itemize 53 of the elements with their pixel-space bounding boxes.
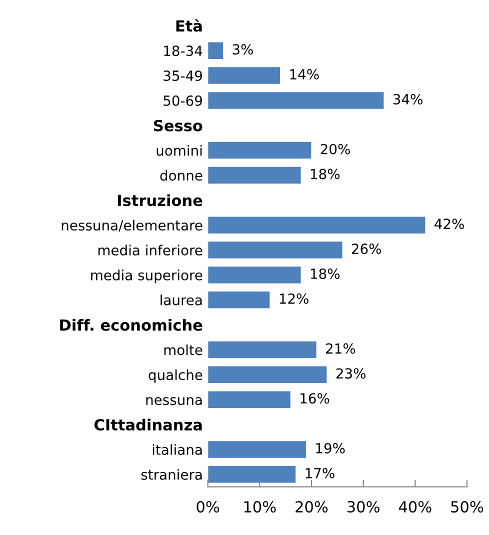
y-tick-label: Sesso [154,120,202,132]
data-label: 19% [316,442,345,454]
bar [208,465,296,484]
y-tick-label: CIttadinanza [94,418,202,431]
y-tick-label: uomini [156,145,202,156]
data-label: 17% [306,468,334,478]
data-label: 3% [232,44,253,55]
data-label: 16% [300,393,330,404]
bar [208,166,302,184]
x-tick-label: 20% [296,501,328,513]
data-label: 18% [310,168,340,180]
x-tick-label: 30% [348,501,380,513]
y-tick-label: 35-49 [164,70,202,81]
x-tick-label: 10% [244,501,276,513]
x-tick-label: 50% [451,501,484,513]
data-label: 21% [326,343,356,354]
y-tick-label: molte [164,344,202,356]
y-tick-label: straniera [141,469,202,480]
y-tick-label: Diff. economiche [60,319,202,331]
data-label: 34% [393,94,422,104]
bar [208,240,343,260]
y-tick-label: nessuna [146,397,202,406]
data-label: 14% [290,69,319,80]
y-tick-label: italiana [152,444,202,455]
bar [208,141,312,160]
bar [208,66,281,85]
x-tick-label: 40% [398,501,432,513]
y-tick-label: qualche [148,369,202,383]
data-label: 42% [434,218,464,230]
y-tick-label: 18-34 [164,46,202,56]
y-tick-label: media inferiore [98,244,202,256]
y-tick-label: donne [160,170,202,181]
y-tick-label: Età [176,19,202,32]
bar [208,42,224,60]
data-label: 23% [336,368,366,379]
data-label: 20% [320,144,350,154]
bar [208,390,292,409]
bar [208,366,328,384]
bar [208,266,302,284]
bar [208,290,270,309]
bar [208,340,318,359]
y-tick-label: Istruzione [118,194,202,206]
bar [208,216,426,234]
y-tick-label: laurea [160,294,202,306]
y-tick-label: media superiore [91,270,202,284]
bar [208,91,384,110]
y-tick-label: nessuna/elementare [62,220,202,232]
x-tick-label: 0% [196,501,220,513]
bar [208,440,307,459]
y-tick-label: 50-69 [164,95,202,106]
data-label: 12% [280,293,308,304]
data-label: 26% [352,244,382,254]
data-label: 18% [310,268,340,279]
